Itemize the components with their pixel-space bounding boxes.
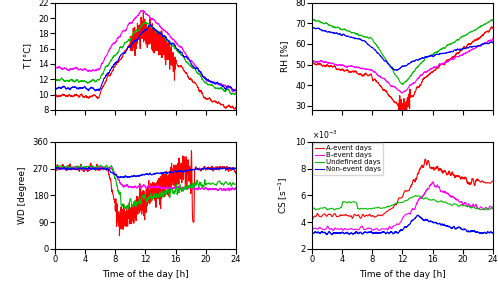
B-event days — [349, 227, 355, 231]
Undefined days — [469, 206, 475, 210]
Y-axis label: RH [%]: RH [%] — [280, 41, 289, 72]
B-event days — [430, 180, 436, 184]
Undefined days — [345, 201, 351, 204]
B-event days — [429, 182, 435, 185]
Non-event days — [370, 232, 375, 235]
Undefined days — [370, 206, 375, 210]
A-event days — [469, 180, 475, 183]
Non-event days — [309, 231, 315, 235]
Non-event days — [453, 227, 459, 231]
Line: Non-event days: Non-event days — [312, 215, 493, 235]
B-event days — [309, 230, 315, 234]
X-axis label: Time of the day [h]: Time of the day [h] — [359, 270, 446, 279]
Line: B-event days: B-event days — [312, 182, 493, 232]
Non-event days — [415, 213, 421, 217]
A-event days — [490, 179, 496, 183]
Undefined days — [490, 205, 496, 208]
Undefined days — [309, 208, 315, 212]
A-event days — [429, 166, 435, 170]
Undefined days — [413, 194, 419, 197]
Non-event days — [469, 230, 475, 233]
Non-event days — [490, 231, 496, 235]
Legend: A-event days, B-event days, Undefined days, Non-event days: A-event days, B-event days, Undefined da… — [313, 143, 383, 174]
Y-axis label: WD [degree]: WD [degree] — [18, 167, 27, 224]
B-event days — [469, 205, 475, 209]
B-event days — [453, 197, 459, 200]
Undefined days — [429, 198, 435, 202]
Undefined days — [349, 200, 355, 204]
X-axis label: Time of the day [h]: Time of the day [h] — [102, 270, 189, 279]
Y-axis label: T [°C]: T [°C] — [23, 43, 32, 69]
A-event days — [370, 214, 375, 217]
Non-event days — [345, 231, 351, 235]
Non-event days — [349, 232, 355, 236]
B-event days — [345, 228, 351, 231]
A-event days — [349, 217, 355, 220]
Undefined days — [453, 202, 459, 206]
A-event days — [453, 174, 459, 178]
A-event days — [309, 220, 315, 223]
Non-event days — [429, 221, 435, 224]
B-event days — [490, 207, 496, 211]
Line: Undefined days: Undefined days — [312, 196, 493, 210]
Y-axis label: CS [s$^{-1}$]: CS [s$^{-1}$] — [276, 177, 290, 214]
Non-event days — [329, 233, 335, 237]
A-event days — [345, 214, 351, 217]
Line: A-event days: A-event days — [312, 159, 493, 221]
B-event days — [370, 229, 375, 232]
A-event days — [422, 158, 428, 161]
Text: $\times10^{-3}$: $\times10^{-3}$ — [312, 128, 338, 141]
